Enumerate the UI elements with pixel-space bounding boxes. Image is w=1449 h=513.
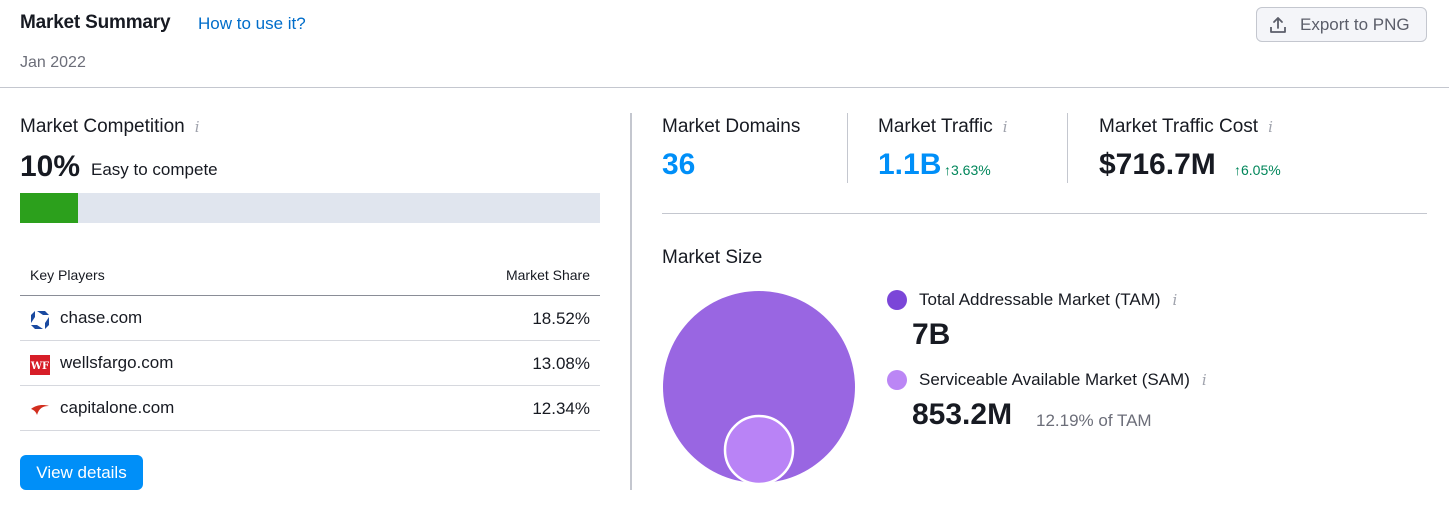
market-competition-title: Market Competition i	[20, 116, 200, 138]
table-row[interactable]: WF wellsfargo.com 13.08%	[20, 341, 600, 386]
competition-level: Easy to compete	[91, 160, 218, 179]
sam-bubble[interactable]	[723, 414, 795, 484]
sam-value: 853.2M	[912, 398, 1013, 431]
info-icon[interactable]: i	[1172, 291, 1178, 309]
player-domain[interactable]: capitalone.com	[60, 398, 175, 417]
sam-percent-of-tam: 12.19% of TAM	[1036, 411, 1152, 430]
tam-value: 7B	[912, 318, 951, 351]
player-domain[interactable]: wellsfargo.com	[60, 353, 174, 372]
metrics-divider	[662, 213, 1427, 214]
capitalone-logo-icon	[31, 405, 49, 415]
market-share-column: Market Share	[505, 267, 590, 283]
market-traffic-delta: ↑3.63%	[944, 162, 991, 178]
player-domain[interactable]: chase.com	[60, 308, 143, 327]
sam-legend: Serviceable Available Market (SAM) i	[887, 370, 1207, 390]
market-traffic-cost-label: Market Traffic Cost	[1099, 116, 1259, 137]
competition-bar-fill	[20, 193, 78, 223]
tam-dot-icon	[887, 290, 907, 310]
wellsfargo-logo-icon: WF	[30, 355, 50, 375]
sam-label: Serviceable Available Market (SAM)	[919, 370, 1190, 389]
market-traffic-label: Market Traffic	[878, 116, 993, 137]
market-domains-title: Market Domains	[662, 116, 800, 138]
market-competition-label: Market Competition	[20, 116, 185, 137]
market-traffic-cost-title: Market Traffic Cost i	[1099, 116, 1273, 138]
player-share: 12.34%	[532, 399, 590, 418]
report-date: Jan 2022	[20, 54, 86, 71]
tam-bubble[interactable]	[663, 291, 855, 483]
info-icon[interactable]: i	[194, 118, 200, 136]
info-icon[interactable]: i	[1201, 371, 1207, 389]
player-share: 18.52%	[532, 309, 590, 328]
info-icon[interactable]: i	[1002, 118, 1008, 136]
export-png-button[interactable]: Export to PNG	[1256, 7, 1427, 42]
market-traffic-cost-delta: ↑6.05%	[1234, 162, 1281, 178]
market-size-bubble-chart	[663, 291, 855, 484]
market-size-title: Market Size	[662, 247, 763, 268]
table-row[interactable]: chase.com 18.52%	[20, 296, 600, 341]
metric-divider	[847, 113, 848, 183]
market-domains-value[interactable]: 36	[662, 148, 696, 181]
upload-icon	[1270, 16, 1286, 33]
panel-divider	[630, 113, 632, 490]
market-traffic-cost-value: $716.7M	[1099, 148, 1216, 181]
how-to-use-link[interactable]: How to use it?	[198, 14, 306, 33]
key-players-column: Key Players	[30, 267, 105, 283]
wellsfargo-logo-text: WF	[30, 361, 49, 372]
market-traffic-title: Market Traffic i	[878, 116, 1008, 138]
header-divider	[0, 87, 1449, 88]
market-domains-label: Market Domains	[662, 116, 801, 137]
chase-logo-icon	[30, 310, 50, 330]
player-share: 13.08%	[532, 354, 590, 373]
view-details-button[interactable]: View details	[20, 455, 143, 490]
sam-dot-icon	[887, 370, 907, 390]
market-traffic-value[interactable]: 1.1B	[878, 148, 942, 181]
info-icon[interactable]: i	[1268, 118, 1273, 136]
page-title: Market Summary	[20, 12, 171, 33]
competition-percent: 10%	[20, 150, 81, 183]
export-label: Export to PNG	[1300, 14, 1410, 34]
competition-bar	[20, 193, 600, 223]
table-row[interactable]: capitalone.com 12.34%	[20, 386, 600, 431]
key-players-header: Key Players Market Share	[20, 266, 600, 296]
tam-legend: Total Addressable Market (TAM) i	[887, 290, 1177, 310]
tam-label: Total Addressable Market (TAM)	[919, 290, 1161, 309]
metric-divider	[1067, 113, 1068, 183]
